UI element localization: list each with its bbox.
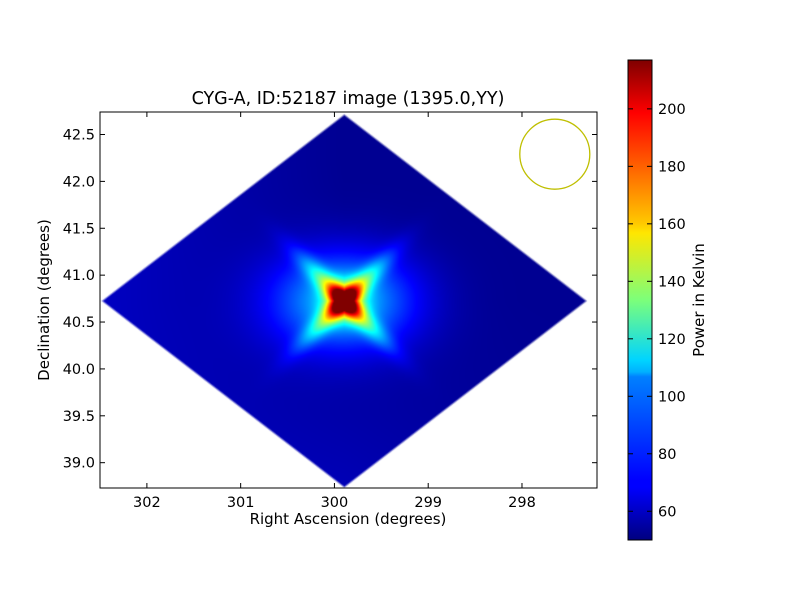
colorbar-ticks: 60 80 100 120 140 160 180 200 [628, 102, 686, 520]
chart-title: CYG-A, ID:52187 image (1395.0,YY) [192, 89, 505, 109]
heatmap-image [100, 112, 597, 488]
x-tick-label: 300 [321, 495, 349, 511]
y-tick-label: 42.0 [63, 174, 95, 190]
colorbar-tick-label: 160 [658, 217, 686, 233]
colorbar-tick-label: 120 [658, 332, 686, 348]
plot-area: 302 301 300 299 298 39.0 39.5 40.0 40.5 41.0 41.5… [63, 111, 598, 511]
y-tick-label: 40.0 [63, 362, 95, 378]
x-tick-label: 299 [414, 495, 442, 511]
y-tick-label: 40.5 [63, 315, 95, 331]
heatmap-field [100, 112, 597, 488]
colorbar-tick-label: 140 [658, 274, 686, 290]
colorbar-tick-label: 60 [658, 504, 676, 520]
colorbar-tick-label: 100 [658, 389, 686, 405]
y-tick-label: 41.0 [63, 268, 95, 284]
y-axis-ticks: 39.0 39.5 40.0 40.5 41.0 41.5 42.0 42.5 [63, 128, 597, 472]
beam-circle [519, 118, 591, 190]
colorbar-tick-label: 180 [658, 159, 686, 175]
plot-frame [99, 111, 598, 489]
y-tick-label: 41.5 [63, 221, 95, 237]
colorbar-label: Power in Kelvin [690, 243, 708, 357]
colorbar-tick-label: 200 [658, 102, 686, 118]
x-axis-ticks: 302 301 300 299 298 [133, 112, 536, 511]
x-tick-label: 302 [133, 495, 161, 511]
colorbar-tick-label: 80 [658, 447, 676, 463]
x-axis-label: Right Ascension (degrees) [250, 510, 447, 528]
y-axis-label: Declination (degrees) [35, 219, 53, 381]
x-tick-label: 301 [227, 495, 255, 511]
colorbar: 60 80 100 120 140 160 180 200 [627, 59, 686, 541]
colorbar-gradient [627, 59, 653, 541]
y-tick-label: 42.5 [63, 128, 95, 144]
y-tick-label: 39.5 [63, 409, 95, 425]
y-tick-label: 39.0 [63, 456, 95, 472]
x-tick-label: 298 [508, 495, 536, 511]
